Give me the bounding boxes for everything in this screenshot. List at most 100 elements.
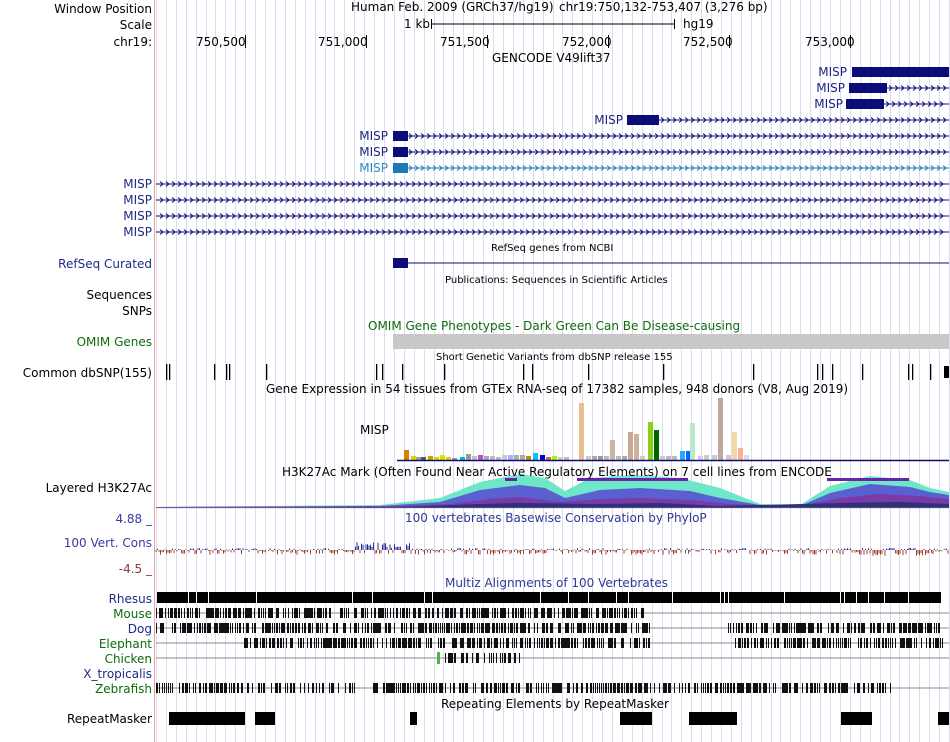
- h3k27ac-label[interactable]: Layered H3K27Ac: [45, 481, 152, 495]
- alignment-block-dog: [269, 623, 270, 633]
- gene-name-misp[interactable]: MISP: [359, 145, 388, 159]
- alignment-block-dog: [514, 623, 515, 633]
- alignment-block-mouse: [278, 608, 279, 618]
- alignment-block-mouse: [584, 608, 585, 618]
- species-label-elephant[interactable]: Elephant: [98, 637, 152, 651]
- alignment-block-chicken: [500, 653, 501, 663]
- alignment-block-dog: [215, 623, 216, 633]
- gtex-bar: [472, 456, 477, 460]
- sequences-label[interactable]: Sequences: [86, 288, 152, 302]
- omim-title[interactable]: OMIM Gene Phenotypes - Dark Green Can Be…: [368, 319, 741, 333]
- alignment-block-dog: [410, 623, 411, 633]
- conservation-label[interactable]: 100 Vert. Cons: [63, 536, 152, 550]
- alignment-block-elephant: [314, 638, 315, 648]
- gene-name-misp[interactable]: MISP: [123, 177, 152, 191]
- alignment-block-elephant: [559, 638, 560, 648]
- alignment-block-mouse: [583, 608, 584, 618]
- gene-name-misp[interactable]: MISP: [594, 113, 623, 127]
- alignment-block-zebrafish: [241, 683, 242, 693]
- omim-label[interactable]: OMIM Genes: [76, 335, 152, 349]
- alignment-block-zebrafish: [407, 683, 408, 693]
- gene-name-misp[interactable]: MISP: [818, 65, 847, 79]
- alignment-gap: [784, 592, 785, 603]
- species-label-dog[interactable]: Dog: [127, 622, 152, 636]
- species-label-zebrafish[interactable]: Zebrafish: [95, 682, 152, 696]
- gene-name-misp[interactable]: MISP: [359, 161, 388, 175]
- alignment-block-dog: [304, 623, 305, 633]
- gtex-title[interactable]: Gene Expression in 54 tissues from GTEx …: [266, 382, 849, 396]
- alignment-block-dog: [912, 623, 913, 633]
- alignment-block-elephant: [403, 638, 404, 648]
- alignment-block-zebrafish: [374, 683, 375, 693]
- alignment-block-dog: [622, 623, 623, 633]
- alignment-gap: [844, 592, 845, 603]
- alignment-block-mouse: [461, 608, 462, 618]
- alignment-block-zebrafish: [754, 683, 755, 693]
- alignment-block-elephant: [399, 638, 400, 648]
- alignment-block-dog: [210, 623, 211, 633]
- alignment-block-zebrafish: [826, 683, 827, 693]
- publications-title[interactable]: Publications: Sequences in Scientific Ar…: [445, 275, 668, 286]
- gtex-gene-label[interactable]: MISP: [360, 423, 389, 437]
- alignment-block-chicken: [491, 653, 492, 663]
- species-label-mouse[interactable]: Mouse: [113, 607, 152, 621]
- gene-name-misp[interactable]: MISP: [359, 129, 388, 143]
- alignment-block-dog: [626, 623, 627, 633]
- alignment-block-zebrafish: [664, 683, 665, 693]
- alignment-block-mouse: [503, 608, 504, 618]
- alignment-block-zebrafish: [413, 683, 414, 693]
- gencode-title[interactable]: GENCODE V49lift37: [492, 51, 611, 65]
- alignment-block-zebrafish: [710, 683, 711, 693]
- alignment-block-zebrafish: [595, 683, 596, 693]
- gene-name-misp[interactable]: MISP: [123, 209, 152, 223]
- alignment-block-elephant: [355, 638, 356, 648]
- alignment-block-dog: [588, 623, 589, 633]
- conservation-title[interactable]: 100 vertebrates Basewise Conservation by…: [405, 511, 707, 525]
- gene-name-misp[interactable]: MISP: [123, 193, 152, 207]
- alignment-block-elephant: [273, 638, 274, 648]
- alignment-block-zebrafish: [332, 683, 333, 693]
- refseq-title[interactable]: RefSeq genes from NCBI: [491, 243, 614, 254]
- species-label-chicken[interactable]: Chicken: [104, 652, 152, 666]
- alignment-block-dog: [913, 623, 914, 633]
- species-label-x-tropicalis[interactable]: X_tropicalis: [83, 667, 152, 681]
- alignment-block-zebrafish: [164, 683, 165, 693]
- alignment-block-dog: [817, 623, 818, 633]
- snps-label[interactable]: SNPs: [122, 304, 152, 318]
- alignment-gap: [352, 592, 353, 603]
- repeatmasker-label[interactable]: RepeatMasker: [66, 712, 152, 726]
- gene-name-misp[interactable]: MISP: [816, 81, 845, 95]
- alignment-block-chicken: [508, 653, 509, 663]
- alignment-block-mouse: [537, 608, 538, 618]
- alignment-block-dog: [910, 623, 911, 633]
- gtex-bar: [552, 456, 557, 460]
- alignment-block-elephant: [936, 638, 937, 648]
- alignment-block-dog: [435, 623, 436, 633]
- alignment-block-mouse: [226, 608, 227, 618]
- gene-name-misp[interactable]: MISP: [814, 97, 843, 111]
- alignment-block-dog: [246, 623, 247, 633]
- alignment-block-zebrafish: [431, 683, 432, 693]
- refseq-label[interactable]: RefSeq Curated: [58, 257, 152, 271]
- alignment-block-mouse: [329, 608, 330, 618]
- dbsnp-label[interactable]: Common dbSNP(155): [22, 366, 152, 380]
- alignment-block-chicken: [467, 653, 468, 663]
- alignment-block-rhesus: [157, 592, 941, 603]
- alignment-block-dog: [227, 623, 228, 633]
- species-label-rhesus[interactable]: Rhesus: [108, 592, 152, 606]
- exon-block: [852, 67, 949, 77]
- dbsnp-title[interactable]: Short Genetic Variants from dbSNP releas…: [436, 352, 673, 363]
- alignment-block-elephant: [262, 638, 263, 648]
- alignment-block-zebrafish: [880, 683, 881, 693]
- h3k27ac-title[interactable]: H3K27Ac Mark (Often Found Near Active Re…: [282, 465, 832, 479]
- repeatmasker-title[interactable]: Repeating Elements by RepeatMasker: [441, 697, 669, 711]
- alignment-block-elephant: [291, 638, 292, 648]
- alignment-block-mouse: [197, 608, 198, 618]
- multiz-title[interactable]: Multiz Alignments of 100 Vertebrates: [445, 576, 669, 590]
- alignment-block-dog: [217, 623, 218, 633]
- gene-name-misp[interactable]: MISP: [123, 225, 152, 239]
- h3k27ac-layer: [156, 484, 949, 508]
- alignment-block-mouse: [354, 608, 355, 618]
- alignment-block-mouse: [547, 608, 548, 618]
- alignment-block-dog: [202, 623, 203, 633]
